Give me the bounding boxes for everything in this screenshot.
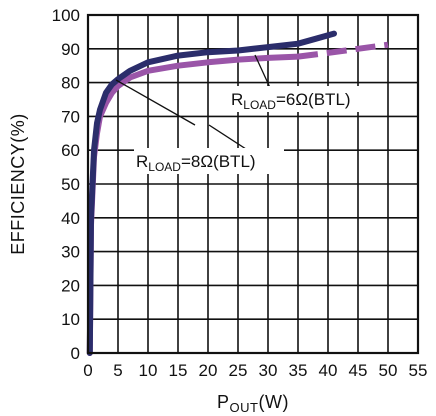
series-line-6ohm xyxy=(86,30,337,356)
y-tick-label: 20 xyxy=(61,276,80,295)
x-tick-labels: 0 5 10 15 20 25 30 35 40 45 50 55 xyxy=(83,361,427,380)
annotation-bg-8ohm xyxy=(134,148,284,174)
y-tick-label: 100 xyxy=(52,6,80,25)
x-tick-label: 20 xyxy=(199,361,218,380)
y-tick-label: 10 xyxy=(61,310,80,329)
x-tick-label: 0 xyxy=(83,361,92,380)
y-axis-label: EFFICIENCY(%) xyxy=(8,113,28,255)
x-axis-label: POUT(W) xyxy=(217,392,289,415)
y-tick-label: 90 xyxy=(61,40,80,59)
x-tick-label: 55 xyxy=(409,361,428,380)
x-tick-label: 40 xyxy=(319,361,338,380)
x-tick-label: 25 xyxy=(229,361,248,380)
grid xyxy=(88,15,418,353)
y-tick-label: 80 xyxy=(61,74,80,93)
x-tick-label: 30 xyxy=(259,361,278,380)
y-tick-label: 50 xyxy=(61,175,80,194)
x-tick-label: 50 xyxy=(379,361,398,380)
x-tick-label: 5 xyxy=(113,361,122,380)
y-tick-labels: 0 10 20 30 40 50 60 70 80 90 100 xyxy=(52,6,80,363)
annotation-leader-6ohm xyxy=(254,54,273,93)
series-line-8ohm-dashed xyxy=(297,41,389,60)
annotation-bg-6ohm xyxy=(228,86,378,112)
x-tick-label: 45 xyxy=(349,361,368,380)
annotation-6ohm: RLOAD=6Ω(BTL) xyxy=(231,90,351,112)
y-tick-label: 40 xyxy=(61,209,80,228)
y-tick-label: 60 xyxy=(61,141,80,160)
x-tick-label: 10 xyxy=(139,361,158,380)
annotation-leader-8ohm xyxy=(115,79,196,126)
y-tick-label: 30 xyxy=(61,243,80,262)
x-tick-label: 15 xyxy=(169,361,188,380)
series-lines xyxy=(86,30,389,356)
y-tick-label: 70 xyxy=(61,107,80,126)
x-tick-label: 35 xyxy=(289,361,308,380)
annotation-8ohm: RLOAD=8Ω(BTL) xyxy=(136,152,256,174)
y-tick-label: 0 xyxy=(71,344,80,363)
plot-frame xyxy=(86,13,420,355)
